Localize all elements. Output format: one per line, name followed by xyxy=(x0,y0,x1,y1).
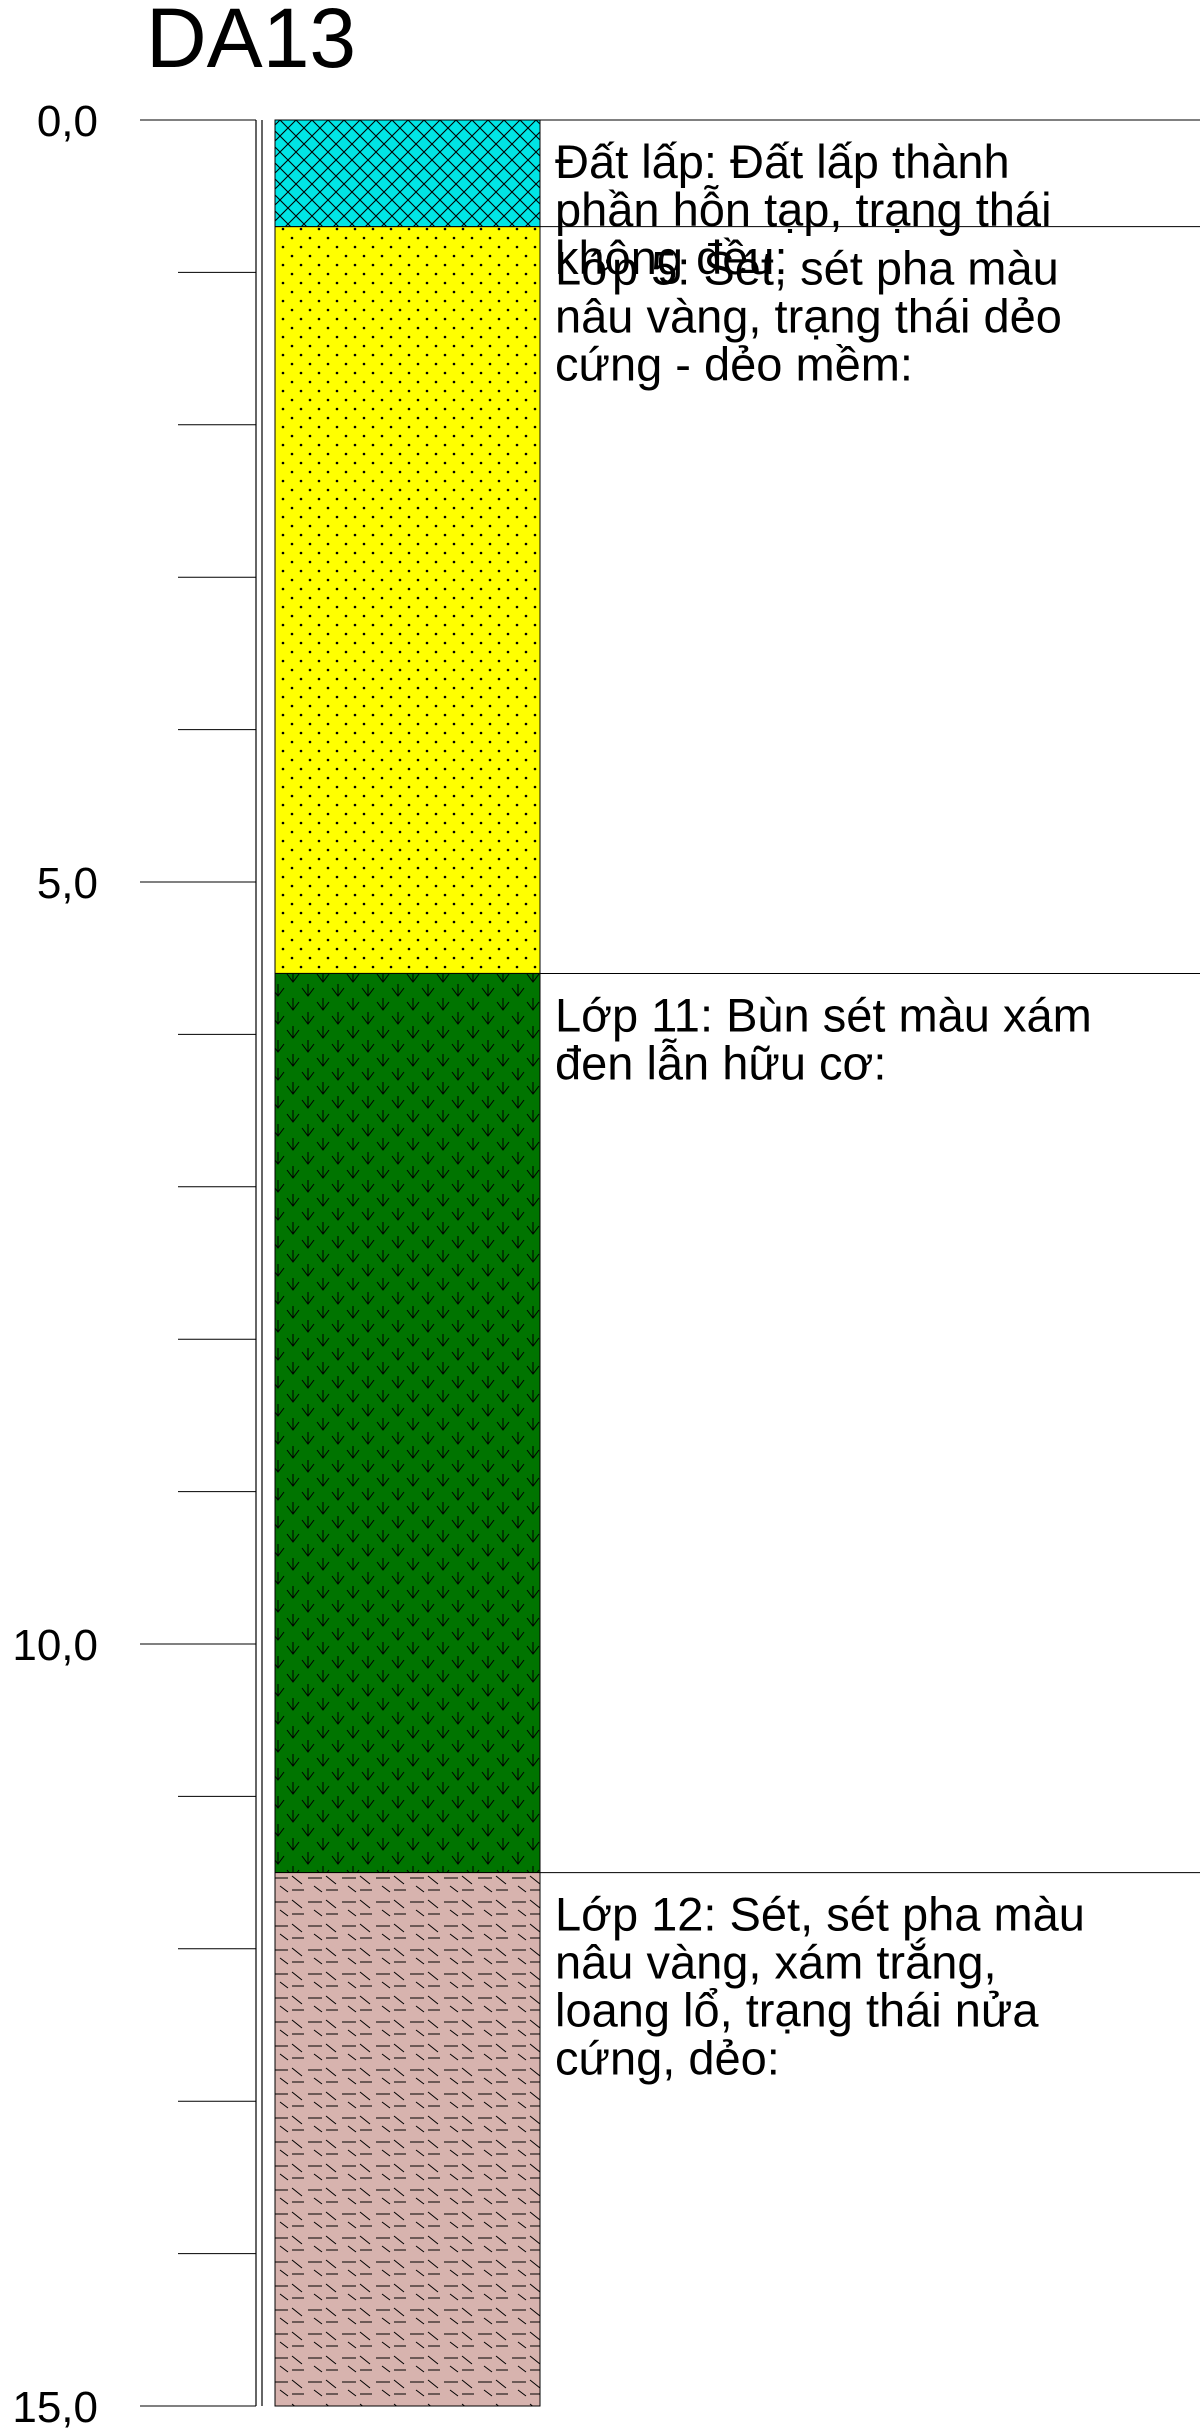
layer-description-line: không đều: xyxy=(555,231,788,284)
layer-description-line: cứng - dẻo mềm: xyxy=(555,338,913,391)
layer-pattern xyxy=(274,972,541,1874)
layer-description-line: Lớp 5: Sét, sét pha màu xyxy=(555,242,1059,295)
layer-description-line: Đất lấp: Đất lấp thành xyxy=(555,135,1010,188)
layer-description-line: phần hỗn tạp, trạng thái xyxy=(555,183,1052,236)
layer-pattern xyxy=(274,119,541,228)
layer-description-line: nâu vàng, trạng thái dẻo xyxy=(555,290,1062,343)
soil-layers xyxy=(274,119,1200,2407)
depth-tick-label: 15,0 xyxy=(12,2383,98,2429)
layer-description-line: Lớp 11: Bùn sét màu xám xyxy=(555,988,1092,1041)
layer-description-line: Lớp 12: Sét, sét pha màu xyxy=(555,1888,1085,1941)
soil-layer xyxy=(274,1872,1200,2407)
layer-description-line: loang lổ, trạng thái nửa xyxy=(555,1984,1039,2037)
layer-description-line: nâu vàng, xám trắng, xyxy=(555,1936,997,1989)
soil-layer xyxy=(274,119,1200,228)
depth-tick-label: 0,0 xyxy=(37,97,98,146)
layer-description: Lớp 12: Sét, sét pha màu nâu vàng, xám tr… xyxy=(555,1888,1085,2085)
depth-axis: 0,0 5,0 10,0 15,0 xyxy=(12,97,263,2429)
layer-description: Lớp 5: Sét, sét pha màu nâu vàng, trạng t… xyxy=(555,242,1062,391)
layer-description: Lớp 11: Bùn sét màu xám đen lẫn hữu cơ: xyxy=(555,988,1092,1089)
soil-layer xyxy=(274,226,1200,974)
layer-description: Đất lấp: Đất lấp thành phần hỗn tạp, trạn… xyxy=(555,135,1052,284)
depth-tick-label: 5,0 xyxy=(37,859,98,908)
layer-description-line: cứng, dẻo: xyxy=(555,2032,780,2085)
layer-pattern xyxy=(274,1872,541,2407)
borehole-title: DA13 xyxy=(146,0,356,85)
layer-descriptions: Đất lấp: Đất lấp thành phần hỗn tạp, trạn… xyxy=(555,135,1092,2085)
soil-layer xyxy=(274,972,1200,1874)
layer-pattern xyxy=(274,226,541,974)
depth-tick-label: 10,0 xyxy=(12,1621,98,1670)
layer-description-line: đen lẫn hữu cơ: xyxy=(555,1036,886,1089)
